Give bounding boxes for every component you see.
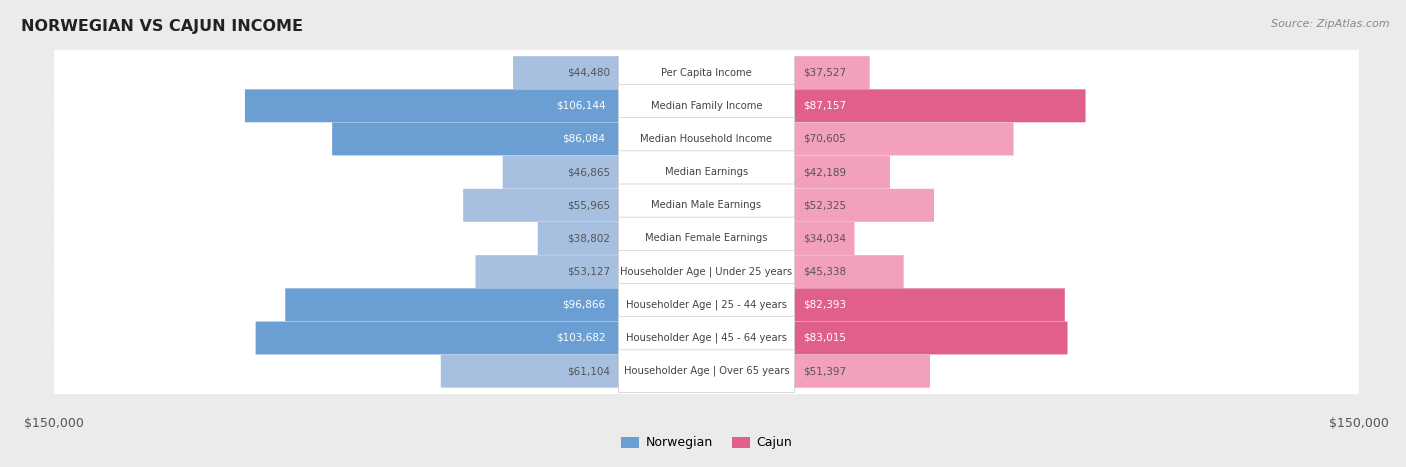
- Legend: Norwegian, Cajun: Norwegian, Cajun: [616, 432, 797, 454]
- Text: Source: ZipAtlas.com: Source: ZipAtlas.com: [1271, 19, 1389, 28]
- FancyBboxPatch shape: [55, 116, 1358, 162]
- FancyBboxPatch shape: [706, 122, 1014, 156]
- FancyBboxPatch shape: [706, 355, 929, 388]
- FancyBboxPatch shape: [619, 184, 794, 226]
- FancyBboxPatch shape: [619, 118, 794, 160]
- Text: $34,034: $34,034: [803, 234, 846, 243]
- FancyBboxPatch shape: [706, 255, 904, 288]
- FancyBboxPatch shape: [537, 222, 707, 255]
- FancyBboxPatch shape: [55, 348, 1358, 394]
- FancyBboxPatch shape: [513, 56, 707, 89]
- Text: $70,605: $70,605: [803, 134, 846, 144]
- FancyBboxPatch shape: [706, 321, 1067, 354]
- Text: Householder Age | 45 - 64 years: Householder Age | 45 - 64 years: [626, 333, 787, 343]
- Text: $37,527: $37,527: [803, 68, 846, 78]
- Text: $103,682: $103,682: [555, 333, 606, 343]
- Text: $96,866: $96,866: [562, 300, 606, 310]
- Text: Median Female Earnings: Median Female Earnings: [645, 234, 768, 243]
- Text: $51,397: $51,397: [803, 366, 846, 376]
- Text: Median Family Income: Median Family Income: [651, 101, 762, 111]
- Text: Householder Age | Over 65 years: Householder Age | Over 65 years: [624, 366, 789, 376]
- Text: $45,338: $45,338: [803, 267, 846, 276]
- Text: Householder Age | Under 25 years: Householder Age | Under 25 years: [620, 266, 793, 277]
- Text: Median Male Earnings: Median Male Earnings: [651, 200, 762, 210]
- FancyBboxPatch shape: [475, 255, 707, 288]
- FancyBboxPatch shape: [619, 317, 794, 359]
- Text: Householder Age | 25 - 44 years: Householder Age | 25 - 44 years: [626, 299, 787, 310]
- Text: $46,865: $46,865: [567, 167, 610, 177]
- FancyBboxPatch shape: [503, 156, 707, 189]
- FancyBboxPatch shape: [55, 83, 1358, 129]
- FancyBboxPatch shape: [332, 122, 707, 156]
- FancyBboxPatch shape: [55, 282, 1358, 328]
- Text: $87,157: $87,157: [803, 101, 846, 111]
- Text: $106,144: $106,144: [555, 101, 606, 111]
- FancyBboxPatch shape: [706, 189, 934, 222]
- Text: $53,127: $53,127: [567, 267, 610, 276]
- Text: Median Household Income: Median Household Income: [641, 134, 772, 144]
- FancyBboxPatch shape: [706, 89, 1085, 122]
- FancyBboxPatch shape: [706, 56, 870, 89]
- FancyBboxPatch shape: [463, 189, 707, 222]
- Text: $82,393: $82,393: [803, 300, 846, 310]
- FancyBboxPatch shape: [55, 149, 1358, 195]
- FancyBboxPatch shape: [619, 250, 794, 293]
- Text: $86,084: $86,084: [562, 134, 606, 144]
- FancyBboxPatch shape: [619, 350, 794, 392]
- Text: NORWEGIAN VS CAJUN INCOME: NORWEGIAN VS CAJUN INCOME: [21, 19, 304, 34]
- FancyBboxPatch shape: [619, 85, 794, 127]
- Text: $42,189: $42,189: [803, 167, 846, 177]
- FancyBboxPatch shape: [706, 288, 1064, 321]
- Text: Per Capita Income: Per Capita Income: [661, 68, 752, 78]
- FancyBboxPatch shape: [55, 50, 1358, 96]
- FancyBboxPatch shape: [55, 315, 1358, 361]
- FancyBboxPatch shape: [245, 89, 707, 122]
- FancyBboxPatch shape: [256, 321, 707, 354]
- Text: $55,965: $55,965: [567, 200, 610, 210]
- Text: $44,480: $44,480: [567, 68, 610, 78]
- Text: $38,802: $38,802: [567, 234, 610, 243]
- FancyBboxPatch shape: [619, 151, 794, 193]
- FancyBboxPatch shape: [285, 288, 707, 321]
- FancyBboxPatch shape: [55, 183, 1358, 228]
- FancyBboxPatch shape: [619, 51, 794, 94]
- FancyBboxPatch shape: [55, 216, 1358, 262]
- FancyBboxPatch shape: [55, 249, 1358, 295]
- FancyBboxPatch shape: [706, 222, 855, 255]
- FancyBboxPatch shape: [619, 283, 794, 326]
- Text: $61,104: $61,104: [567, 366, 610, 376]
- FancyBboxPatch shape: [619, 217, 794, 260]
- Text: Median Earnings: Median Earnings: [665, 167, 748, 177]
- Text: $83,015: $83,015: [803, 333, 846, 343]
- Text: $52,325: $52,325: [803, 200, 846, 210]
- FancyBboxPatch shape: [441, 355, 707, 388]
- FancyBboxPatch shape: [706, 156, 890, 189]
